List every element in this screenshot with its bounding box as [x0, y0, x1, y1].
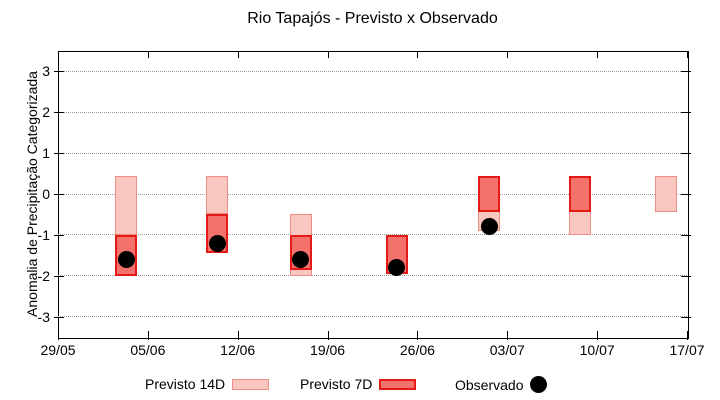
x-tick-label: 05/06: [130, 342, 166, 358]
x-tick-mark: [327, 331, 329, 340]
x-tick-mark: [58, 52, 59, 58]
y-tick-mark: [681, 194, 691, 195]
observed-point: [388, 259, 406, 277]
legend-item-previsto-7d: Previsto 7D: [300, 376, 417, 392]
observed-point: [117, 250, 135, 268]
chart-title: Rio Tapajós - Previsto x Observado: [247, 10, 498, 27]
x-tick-mark: [507, 52, 509, 58]
x-tick-mark: [597, 52, 599, 58]
y-tick-mark: [54, 316, 64, 318]
y-tick-mark: [54, 234, 64, 236]
x-tick-mark: [687, 52, 688, 58]
gridline: [58, 152, 687, 154]
forecast-14d-bar: [655, 175, 678, 213]
plot-area: [58, 51, 689, 339]
x-tick-mark: [507, 331, 509, 340]
x-tick-mark: [237, 52, 239, 58]
y-tick-label: 3: [42, 63, 50, 80]
y-tick-label: 2: [42, 104, 50, 121]
x-tick-label: 26/06: [399, 342, 435, 358]
y-tick-label: 1: [42, 145, 50, 162]
y-tick-mark: [681, 71, 691, 73]
legend-label-observado: Observado: [455, 376, 524, 393]
x-tick-mark: [687, 331, 688, 340]
x-tick-mark: [147, 331, 149, 340]
x-tick-mark: [327, 52, 329, 58]
y-tick-label: -2: [37, 267, 50, 284]
observed-point: [292, 250, 310, 268]
previsto-14d-swatch-icon: [232, 378, 270, 390]
forecast-7d-bar: [569, 175, 592, 213]
previsto-7d-swatch-icon: [379, 378, 417, 390]
y-tick-mark: [681, 234, 691, 236]
y-tick-label: -1: [37, 226, 50, 243]
x-tick-label: 17/07: [669, 342, 705, 358]
x-tick-mark: [417, 331, 419, 340]
y-tick-mark: [54, 71, 64, 73]
observed-point: [208, 234, 226, 252]
y-tick-mark: [681, 153, 691, 155]
x-tick-mark: [237, 331, 239, 340]
x-tick-mark: [597, 331, 599, 340]
legend-item-previsto-14d: Previsto 14D: [145, 376, 270, 392]
x-tick-mark: [417, 52, 419, 58]
forecast-14d-bar: [115, 175, 138, 235]
y-tick-mark: [54, 112, 64, 114]
legend-label-previsto-7d: Previsto 7D: [300, 376, 373, 392]
x-tick-label: 19/06: [310, 342, 346, 358]
y-tick-mark: [54, 194, 64, 195]
x-tick-label: 10/07: [579, 342, 615, 358]
gridline: [58, 234, 687, 236]
y-tick-mark: [681, 316, 691, 318]
y-tick-mark: [681, 275, 691, 277]
gridline: [58, 275, 687, 277]
y-tick-mark: [681, 112, 691, 114]
y-tick-mark: [54, 153, 64, 155]
forecast-14d-bar: [206, 175, 229, 215]
observado-dot-icon: [530, 376, 548, 393]
y-tick-mark: [54, 275, 64, 277]
chart-legend: Previsto 14D Previsto 7D Observado: [0, 374, 720, 398]
x-tick-label: 03/07: [489, 342, 525, 358]
forecast-7d-bar: [478, 175, 501, 213]
gridline: [58, 70, 687, 72]
legend-item-observado: Observado: [455, 376, 548, 393]
x-tick-mark: [147, 52, 149, 58]
y-tick-label: 0: [42, 186, 50, 202]
x-tick-label: 12/06: [220, 342, 256, 358]
x-tick-label: 29/05: [40, 342, 76, 358]
gridline: [58, 193, 687, 195]
gridline: [58, 316, 687, 318]
y-tick-label: -3: [37, 308, 50, 325]
x-tick-mark: [58, 331, 59, 340]
legend-label-previsto-14d: Previsto 14D: [145, 376, 226, 392]
observed-point: [480, 218, 498, 236]
gridline: [58, 111, 687, 113]
